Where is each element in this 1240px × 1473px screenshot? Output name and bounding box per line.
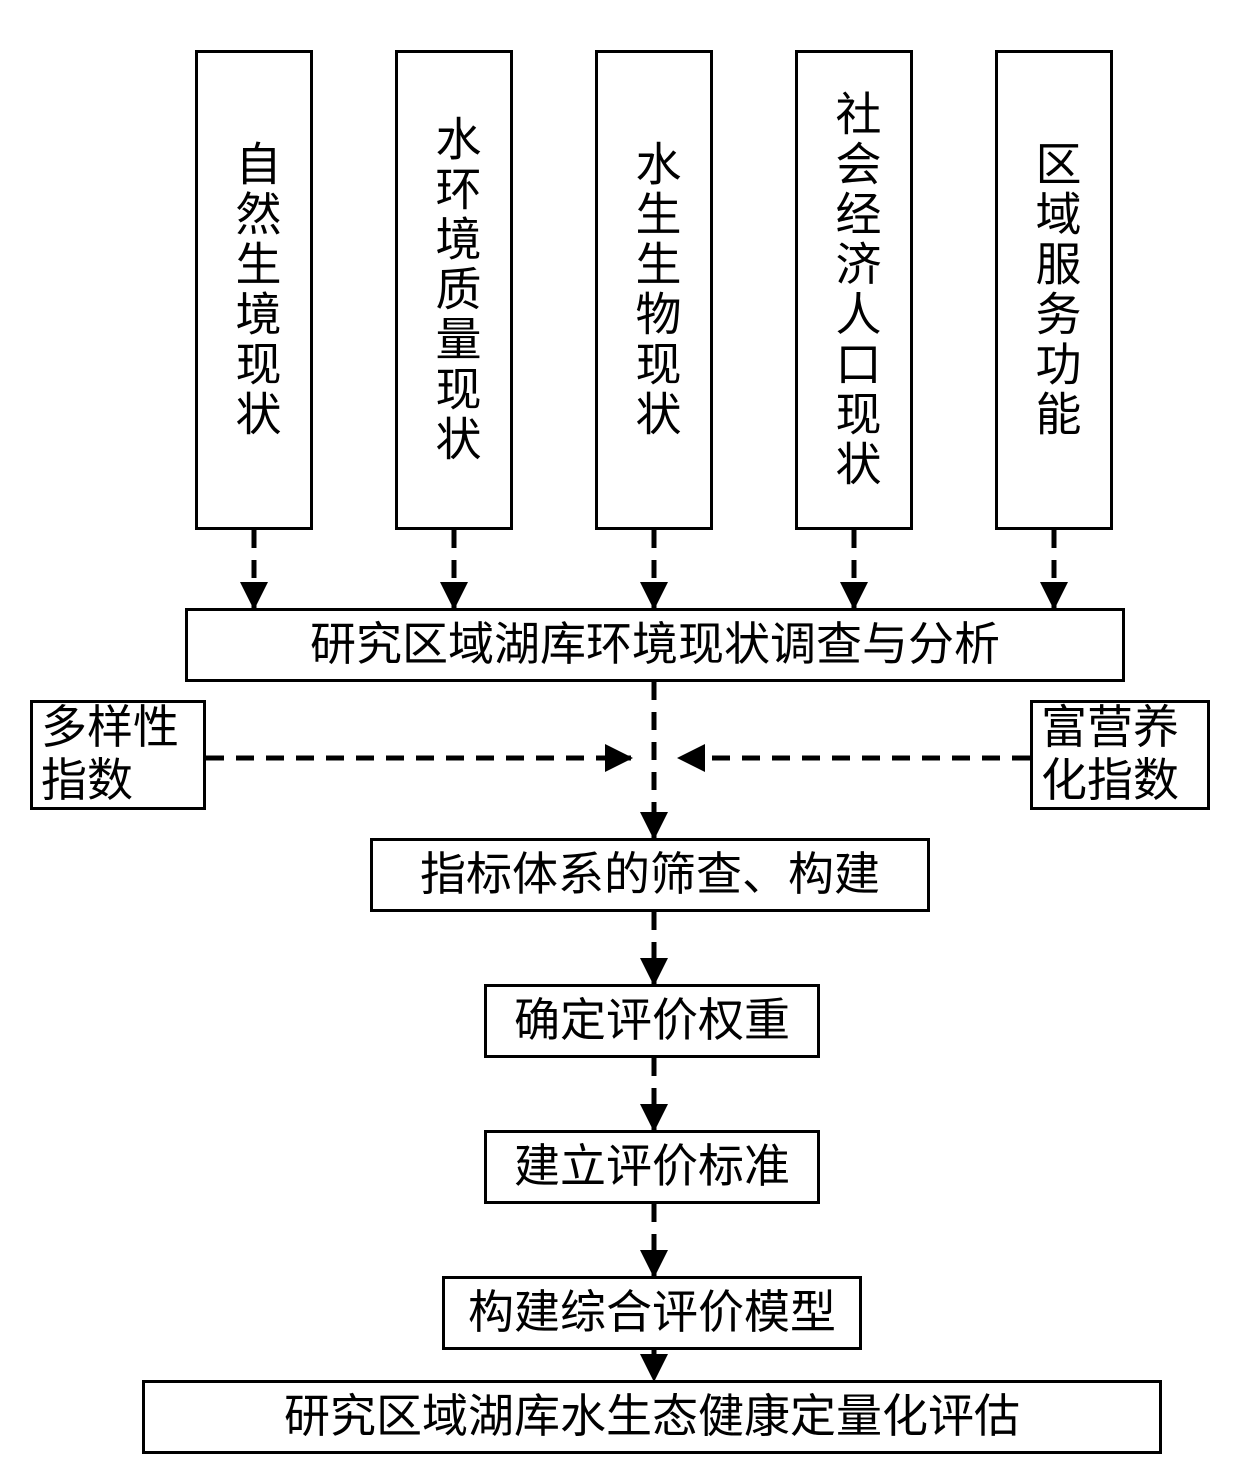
node-side-left-label: 多样性指数 [33,702,203,808]
flowchart-diagram: 自然生境现状 水环境质量现状 水生生物现状 社会经济人口现状 区域服务功能 研究… [0,0,1240,1473]
node-model: 构建综合评价模型 [442,1276,862,1350]
node-top-5: 区域服务功能 [995,50,1113,530]
node-top-5-label: 区域服务功能 [1028,140,1081,440]
node-model-label: 构建综合评价模型 [468,1287,836,1340]
node-standard: 建立评价标准 [484,1130,820,1204]
node-weight: 确定评价权重 [484,984,820,1058]
node-side-right: 富营养化指数 [1030,700,1210,810]
node-top-2-label: 水环境质量现状 [428,115,481,465]
node-indicator-label: 指标体系的筛查、构建 [420,849,880,902]
node-evaluation: 研究区域湖库水生态健康定量化评估 [142,1380,1162,1454]
node-side-right-label: 富营养化指数 [1033,702,1207,808]
node-top-3: 水生生物现状 [595,50,713,530]
node-evaluation-label: 研究区域湖库水生态健康定量化评估 [284,1391,1020,1444]
node-top-2: 水环境质量现状 [395,50,513,530]
node-standard-label: 建立评价标准 [514,1141,790,1194]
node-side-left: 多样性指数 [30,700,206,810]
node-top-4: 社会经济人口现状 [795,50,913,530]
node-survey: 研究区域湖库环境现状调查与分析 [185,608,1125,682]
node-weight-label: 确定评价权重 [514,995,790,1048]
node-top-4-label: 社会经济人口现状 [828,90,881,490]
node-top-1: 自然生境现状 [195,50,313,530]
node-survey-label: 研究区域湖库环境现状调查与分析 [310,619,1000,672]
node-top-3-label: 水生生物现状 [628,140,681,440]
node-indicator: 指标体系的筛查、构建 [370,838,930,912]
node-top-1-label: 自然生境现状 [228,140,281,440]
